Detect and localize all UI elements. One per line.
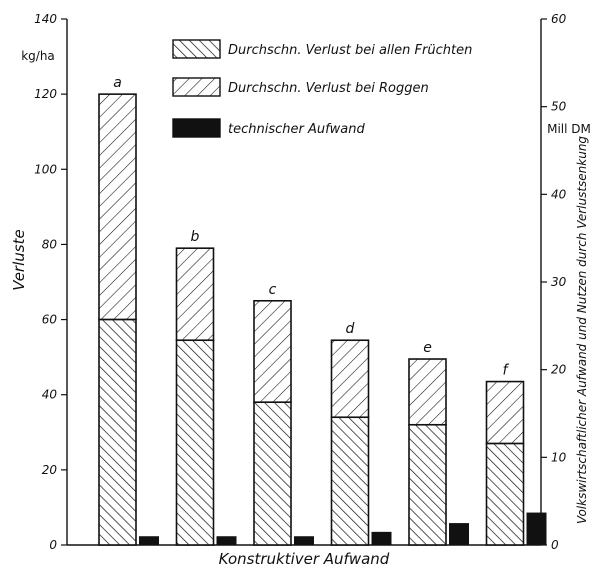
left-axis-tick-label: 100 [34,162,57,176]
legend-technical-effort-swatch [172,118,221,138]
bar-technical-effort [526,512,547,545]
bar-all-fruits-lower [330,416,370,546]
bar-category-label: c [269,282,277,298]
bar-all-fruits-lower [98,318,137,546]
bar-category-label: d [346,321,355,337]
bar-all-fruits-lower [175,339,215,546]
right-axis-tick-label: 40 [551,187,567,201]
bar-technical-effort [216,536,237,545]
bar-roggen-upper [175,247,215,342]
bar-technical-effort [294,536,314,545]
bar-technical-effort [139,536,159,545]
bar-technical-effort [371,531,392,545]
legend-technical-effort-label: technischer Aufwand [228,122,366,137]
bar-roggen-upper [98,93,137,321]
right-axis-tick-label: 0 [551,538,559,552]
labels: Verluste Volkswirtschaftlicher Aufwand un… [10,75,589,568]
left-axis-tick-label: 40 [42,388,58,402]
left-axis-tick-label: 120 [34,87,57,101]
left-axis-tick-label: 140 [34,12,57,26]
bar-all-fruits-lower [485,442,525,546]
legend: Durchschn. Verlust bei allen Früchten Dur… [172,39,472,138]
right-axis-tick-label: 10 [551,450,567,464]
bar-category-label: f [503,363,510,379]
bar-category-label: e [423,340,432,356]
bar-all-fruits-lower [408,423,447,546]
left-axis-unit: kg/ha [21,49,55,63]
left-axis-tick-label: 80 [42,237,58,251]
bars [98,93,547,546]
left-axis-tick-label: 20 [42,463,58,477]
legend-roggen-swatch [172,77,221,97]
legend-all-fruits-swatch [172,39,221,59]
left-axis-tick-label: 0 [49,538,57,552]
axes: 0 20 40 60 80 100 120 140 kg/ha 0 10 20 30 40 50 60 Mill… [21,12,591,552]
bar-roggen-upper [330,339,370,419]
legend-roggen-label: Durchschn. Verlust bei Roggen [228,81,429,96]
x-axis-title: Konstruktiver Aufwand [219,550,390,568]
bar-all-fruits-lower [253,401,292,546]
bar-category-label: b [191,229,200,245]
bar-roggen-upper [408,358,447,426]
right-axis-tick-label: 60 [551,12,567,26]
left-axis-title: Verluste [10,229,28,290]
right-axis-unit: Mill DM [547,122,591,136]
bar-roggen-upper [253,299,292,404]
bar-category-label: a [113,75,122,91]
right-axis-tick-label: 20 [551,363,567,377]
right-axis-tick-label: 30 [551,275,567,289]
legend-all-fruits-label: Durchschn. Verlust bei allen Früchten [228,43,472,58]
bar-technical-effort [449,523,469,545]
left-axis-tick-label: 60 [42,313,58,327]
right-axis-title: Volkswirtschaftlicher Aufwand und Nutzen… [575,136,589,524]
bar-roggen-upper [485,380,525,445]
right-axis-tick-label: 50 [551,100,567,114]
